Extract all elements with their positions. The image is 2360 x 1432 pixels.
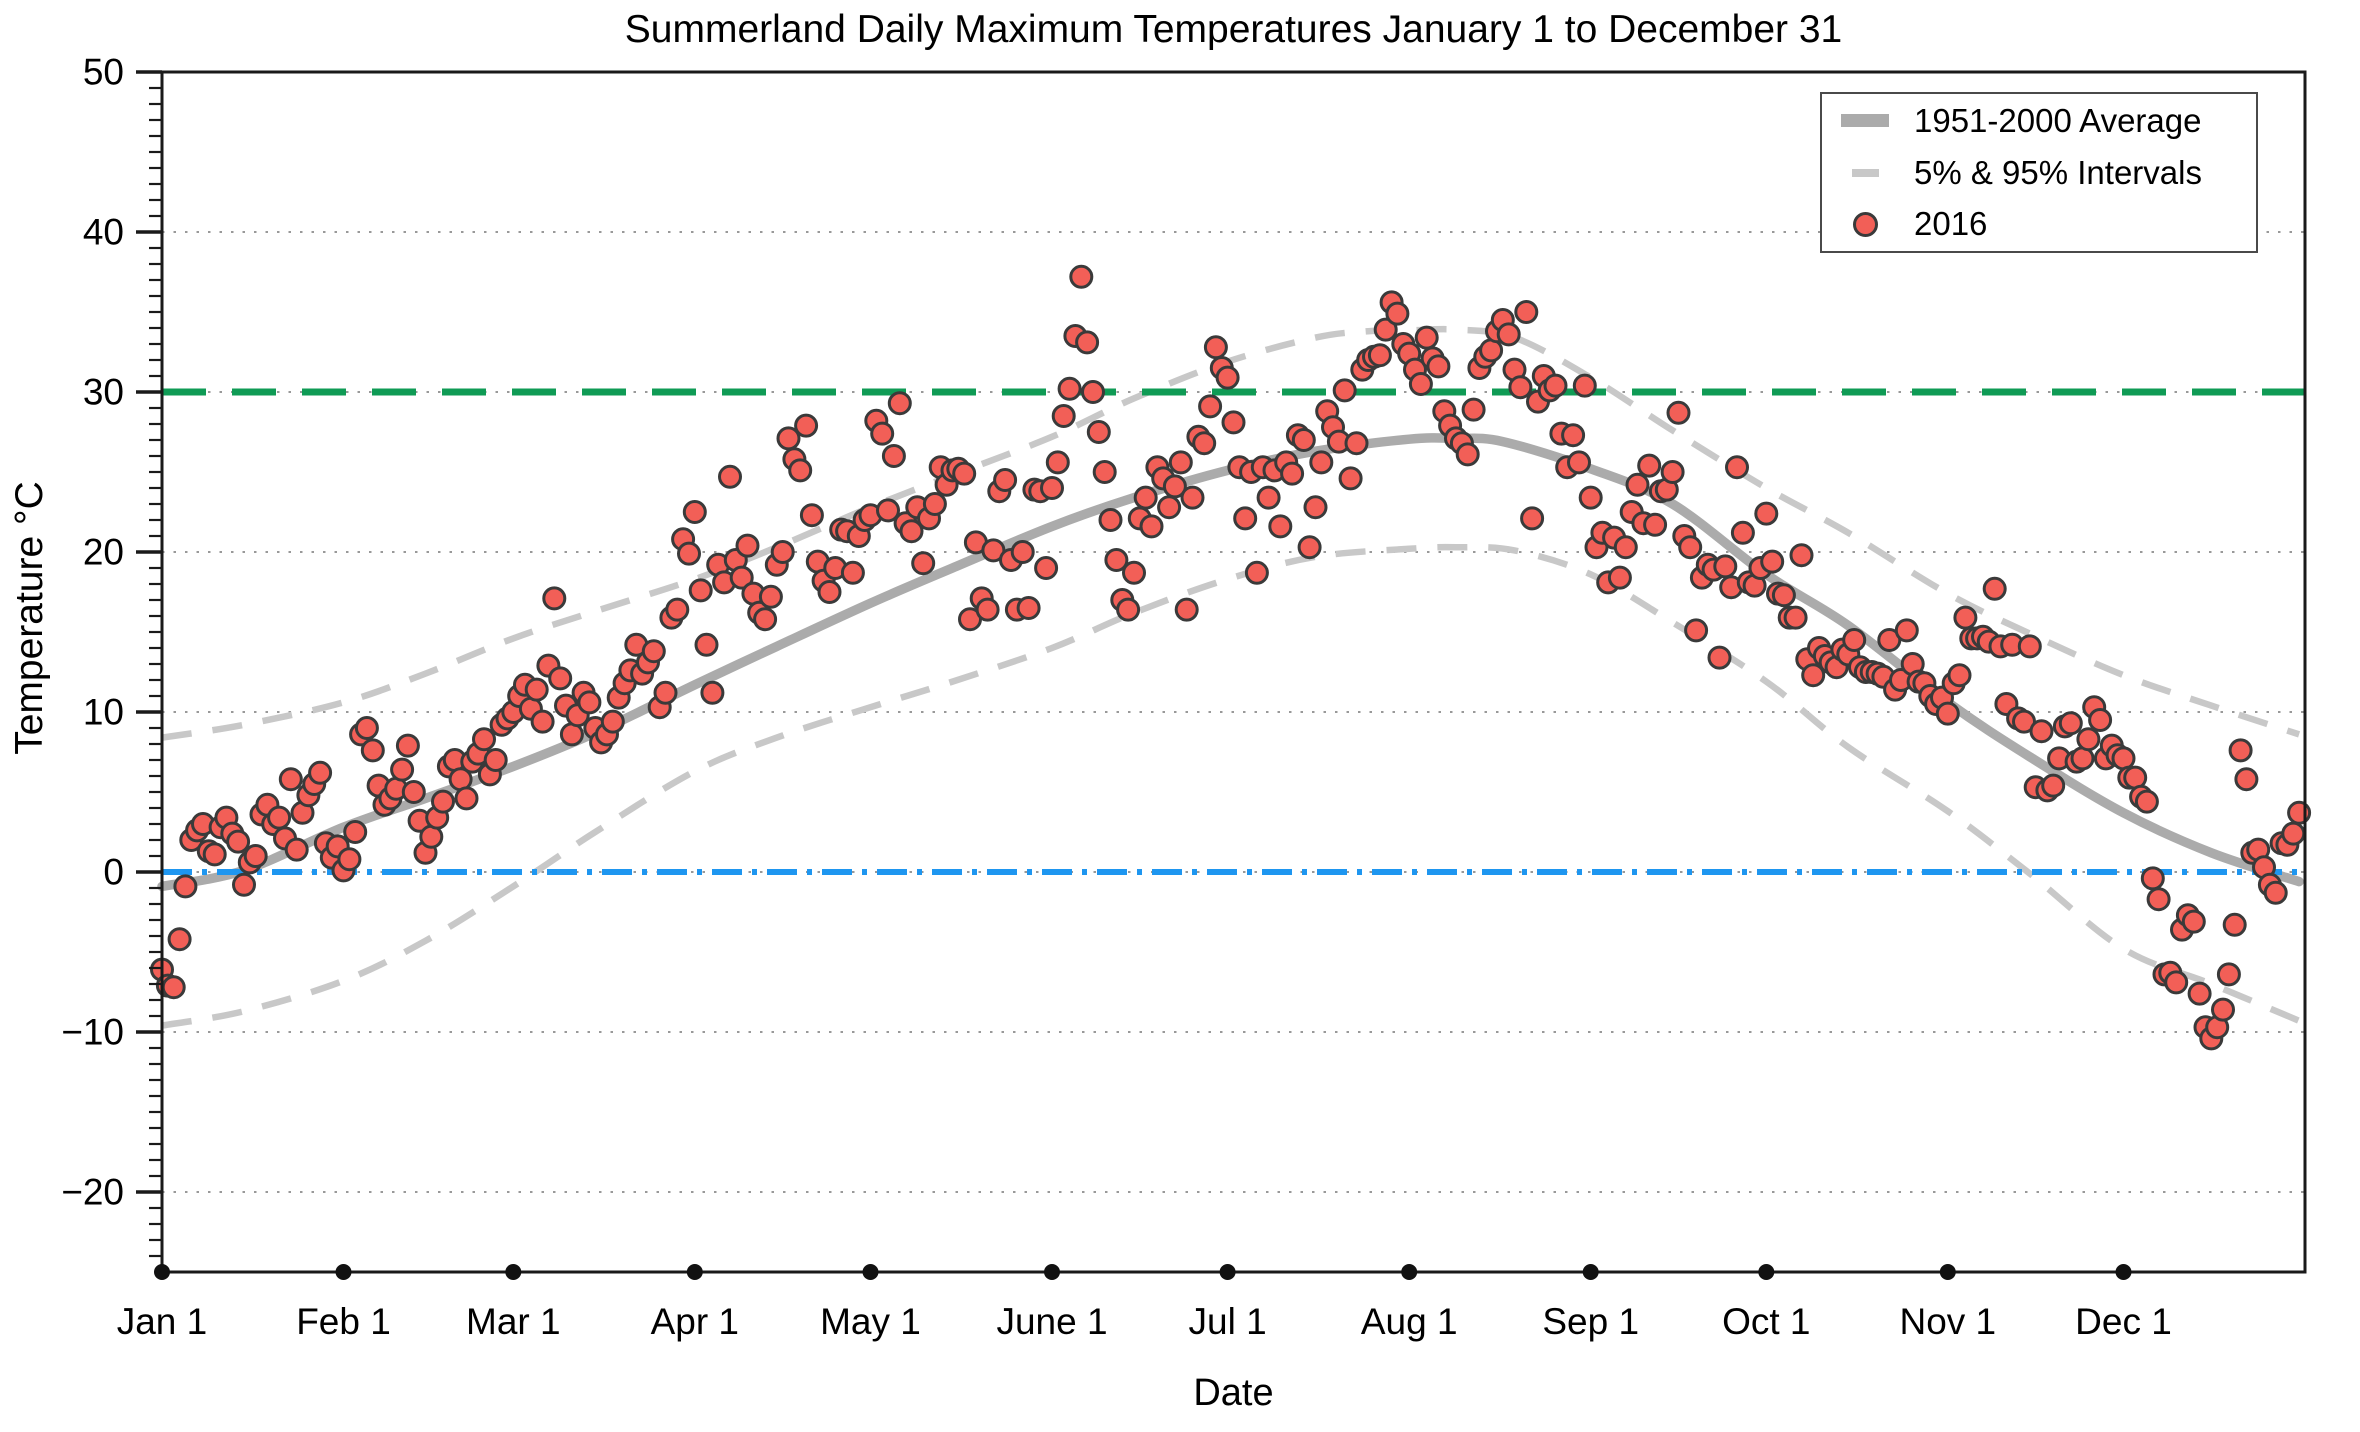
svg-text:Apr 1: Apr 1 (651, 1301, 739, 1342)
legend-item-intervals: 5% & 95% Intervals (1822, 148, 2256, 198)
svg-text:40: 40 (83, 212, 124, 253)
svg-text:Sep 1: Sep 1 (1542, 1301, 1639, 1342)
svg-text:Nov 1: Nov 1 (1899, 1301, 1996, 1342)
svg-text:Jan 1: Jan 1 (117, 1301, 208, 1342)
svg-text:June 1: June 1 (996, 1301, 1107, 1342)
y-axis: 50 40 30 20 10 0 −10 −20 (61, 52, 162, 1258)
x-axis-label: Date (1193, 1372, 1274, 1414)
legend-label-intervals: 5% & 95% Intervals (1914, 153, 2202, 191)
svg-text:Feb 1: Feb 1 (296, 1301, 391, 1342)
svg-text:10: 10 (83, 692, 124, 733)
svg-text:Jul 1: Jul 1 (1189, 1301, 1267, 1342)
svg-text:50: 50 (83, 52, 124, 93)
legend-item-2016: 2016 (1822, 199, 2256, 249)
x-axis: Jan 1 Feb 1 Mar 1 Apr 1 May 1 June 1 Jul 1 Aug … (117, 1264, 2172, 1342)
svg-text:−20: −20 (61, 1172, 124, 1213)
svg-text:May 1: May 1 (820, 1301, 921, 1342)
interval-dash-icon (1851, 168, 1879, 177)
y-axis-label: Temperature °C (8, 481, 51, 755)
series-2016-scatter (150, 264, 2312, 1051)
svg-text:Dec 1: Dec 1 (2075, 1301, 2172, 1342)
svg-text:−10: −10 (61, 1012, 124, 1053)
legend: 1951-2000 Average 5% & 95% Intervals 201… (1820, 92, 2258, 253)
svg-text:0: 0 (103, 852, 124, 893)
average-line-icon (1841, 114, 1889, 128)
svg-text:30: 30 (83, 372, 124, 413)
legend-label-average: 1951-2000 Average (1914, 101, 2202, 139)
svg-text:Aug 1: Aug 1 (1361, 1301, 1458, 1342)
scatter-dot-icon (1852, 211, 1878, 237)
svg-text:20: 20 (83, 532, 124, 573)
legend-label-2016: 2016 (1914, 205, 1988, 243)
chart-title: Summerland Daily Maximum Temperatures Ja… (624, 8, 1843, 51)
svg-text:Oct 1: Oct 1 (1722, 1301, 1810, 1342)
legend-item-average: 1951-2000 Average (1822, 96, 2256, 146)
series-95pct-interval (161, 325, 2301, 741)
svg-text:Mar 1: Mar 1 (466, 1301, 561, 1342)
